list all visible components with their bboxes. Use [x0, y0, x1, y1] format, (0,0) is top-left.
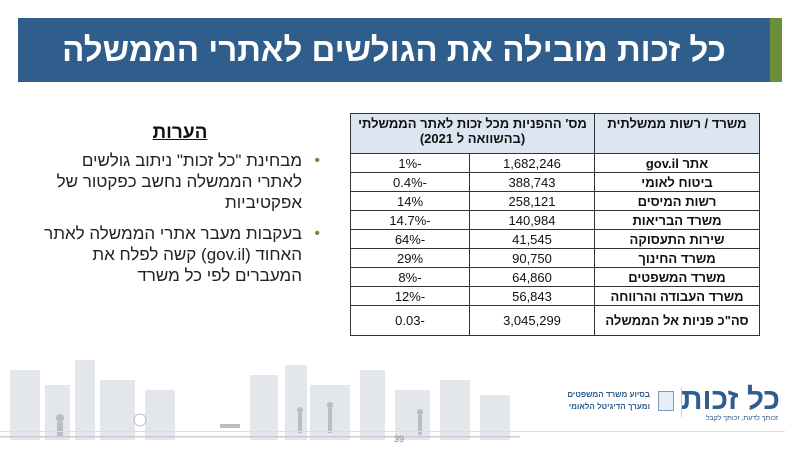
table-row: רשות המיסים 258,121 14%: [350, 191, 760, 211]
cell-change: -1%: [350, 153, 470, 173]
cell-count: 3,045,299: [469, 305, 595, 336]
cell-count: 41,545: [469, 229, 595, 249]
cell-change: -0.03: [350, 305, 470, 336]
footer-divider: [0, 431, 785, 432]
cell-count: 1,682,246: [469, 153, 595, 173]
cell-name: משרד העבודה והרווחה: [594, 286, 760, 306]
cell-count: 90,750: [469, 248, 595, 268]
title-bar: כל זכות מובילה את הגולשים לאתרי הממשלה: [18, 18, 770, 82]
accent-strip: [770, 18, 782, 82]
cell-change: -64%: [350, 229, 470, 249]
cell-name: רשות המיסים: [594, 191, 760, 211]
page-number: 39: [394, 434, 405, 444]
notes-section: הערות • מבחינת "כל זכות" ניתוב גולשים לאת…: [40, 122, 320, 296]
cell-count: 258,121: [469, 191, 595, 211]
cell-name: סה"כ פניות אל הממשלה: [594, 305, 760, 336]
cell-count: 56,843: [469, 286, 595, 306]
ministry-line: בסיוע משרד המשפטים: [567, 390, 650, 399]
table-row: משרד הבריאות 140,984 -14.7%: [350, 210, 760, 230]
note-item: • מבחינת "כל זכות" ניתוב גולשים לאתרי הממ…: [40, 150, 320, 213]
logo-tagline: זכותך לדעת, זכותך לקבל: [705, 415, 778, 422]
table-row: שירות התעסוקה 41,545 -64%: [350, 229, 760, 249]
table-row: סה"כ פניות אל הממשלה 3,045,299 -0.03: [350, 305, 760, 336]
header-ministry: משרד / רשות ממשלתית: [594, 113, 760, 154]
cell-change: 29%: [350, 248, 470, 268]
cell-change: -12%: [350, 286, 470, 306]
cell-name: אתר gov.il: [594, 153, 760, 173]
table-row: אתר gov.il 1,682,246 -1%: [350, 153, 760, 173]
state-emblem-icon: [658, 391, 674, 411]
cell-count: 64,860: [469, 267, 595, 287]
ministry-credit: בסיוע משרד המשפטים ומערך הדיגיטל הלאומי: [567, 389, 650, 413]
ministry-line: ומערך הדיגיטל הלאומי: [568, 402, 650, 411]
table-row: משרד העבודה והרווחה 56,843 -12%: [350, 286, 760, 306]
note-text: מבחינת "כל זכות" ניתוב גולשים לאתרי הממש…: [56, 151, 302, 212]
cell-change: -0.4%: [350, 172, 470, 192]
cell-count: 388,743: [469, 172, 595, 192]
cell-name: משרד החינוך: [594, 248, 760, 268]
bullet-icon: •: [314, 225, 320, 242]
cell-change: -8%: [350, 267, 470, 287]
divider: [681, 387, 682, 417]
note-text: בעקבות מעבר אתרי הממשלה לאתר האחוד (gov.…: [44, 224, 302, 285]
cell-name: משרד הבריאות: [594, 210, 760, 230]
city-illustration: [0, 360, 520, 440]
note-item: • בעקבות מעבר אתרי הממשלה לאתר האחוד (gov…: [40, 223, 320, 286]
table-row: ביטוח לאומי 388,743 -0.4%: [350, 172, 760, 192]
cell-name: שירות התעסוקה: [594, 229, 760, 249]
cell-change: -14.7%: [350, 210, 470, 230]
footer-logos: כל זכות זכותך לדעת, זכותך לקבל בסיוע משר…: [540, 385, 780, 425]
table-row: משרד החינוך 90,750 29%: [350, 248, 760, 268]
slide-title: כל זכות מובילה את הגולשים לאתרי הממשלה: [62, 31, 726, 68]
bullet-icon: •: [314, 152, 320, 169]
referrals-table: משרד / רשות ממשלתית מס' ההפניות מכל זכות…: [350, 113, 760, 336]
cell-name: ביטוח לאומי: [594, 172, 760, 192]
kol-zchut-logo: כל זכות: [680, 383, 780, 416]
header-referrals: מס' ההפניות מכל זכות לאתר הממשלתי (בהשוו…: [350, 113, 595, 154]
cell-change: 14%: [350, 191, 470, 211]
cell-name: משרד המשפטים: [594, 267, 760, 287]
table-row: משרד המשפטים 64,860 -8%: [350, 267, 760, 287]
notes-heading: הערות: [152, 122, 208, 143]
cell-count: 140,984: [469, 210, 595, 230]
